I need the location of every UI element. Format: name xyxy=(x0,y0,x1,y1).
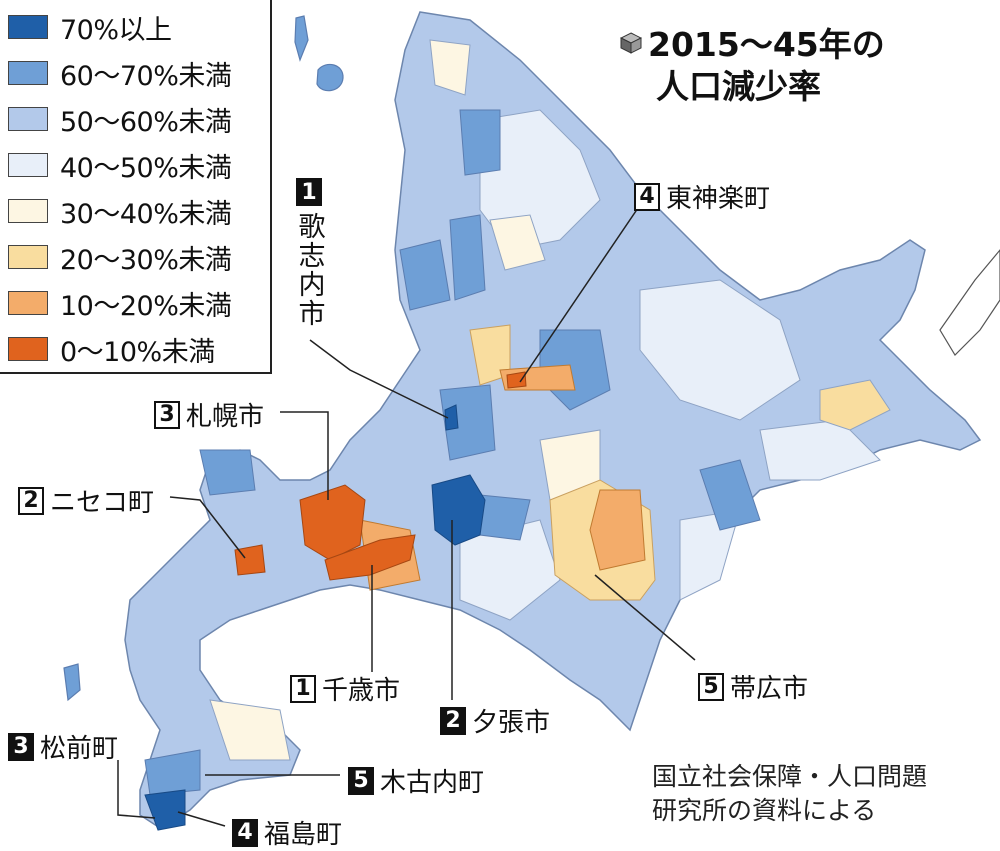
callout-name: 木古内町 xyxy=(380,768,485,798)
callout-yubari: 2 夕張市 xyxy=(440,702,550,739)
region-utashinai xyxy=(444,404,459,431)
legend: 70%以上 60～70%未満 50～60%未満 40～50%未満 30～40%未満 20～… xyxy=(0,0,272,374)
region-southcentral-light xyxy=(459,519,561,621)
callout-name: 千歳市 xyxy=(322,676,401,706)
rank-badge: 3 xyxy=(154,400,180,429)
legend-row: 70%以上 xyxy=(8,4,270,50)
region-mid-blue-7 xyxy=(199,449,256,496)
region-pale-5 xyxy=(819,379,891,431)
leader-utashinai xyxy=(309,339,449,419)
leader-obihiro xyxy=(594,574,696,661)
legend-row: 50～60%未満 xyxy=(8,96,270,142)
callout-name: 帯広市 xyxy=(730,674,809,704)
rank-badge: 4 xyxy=(634,182,660,211)
region-chitose xyxy=(324,534,416,581)
region-pale-4 xyxy=(209,699,291,761)
source-line-1: 国立社会保障・人口問題 xyxy=(652,762,928,791)
legend-swatch xyxy=(8,15,48,39)
legend-label: 40～50%未満 xyxy=(60,152,232,184)
region-mid-blue-6 xyxy=(699,459,761,531)
legend-row: 60～70%未満 xyxy=(8,50,270,96)
legend-swatch xyxy=(8,291,48,315)
region-pale-1 xyxy=(429,39,471,96)
callout-chitose: 1 千歳市 xyxy=(290,670,400,707)
leader-niseko xyxy=(169,496,246,559)
region-sapporo xyxy=(299,484,366,561)
legend-label: 50～60%未満 xyxy=(60,106,232,138)
rank-badge: 2 xyxy=(440,706,466,735)
rank-badge: 5 xyxy=(348,766,374,795)
title-line-2: 人口減少率 xyxy=(656,67,821,106)
rank-badge: 5 xyxy=(698,672,724,701)
legend-swatch xyxy=(8,245,48,269)
callout-name: 福島町 xyxy=(264,820,343,850)
region-mid-blue-2 xyxy=(399,239,451,311)
hokkaido-landmass xyxy=(124,11,982,829)
region-pale-2 xyxy=(489,214,546,271)
legend-swatch xyxy=(8,337,48,361)
rank-badge: 1 xyxy=(290,674,316,703)
legend-label: 30～40%未満 xyxy=(60,198,232,230)
legend-row: 30～40%未満 xyxy=(8,188,270,234)
callout-name: ニセコ町 xyxy=(50,488,155,518)
source-note: 国立社会保障・人口問題 研究所の資料による xyxy=(652,760,927,828)
region-matsumae xyxy=(144,789,186,831)
region-mid-blue-5 xyxy=(439,384,496,461)
region-mid-blue-1 xyxy=(459,109,501,176)
callout-matsumae: 3 松前町 xyxy=(8,728,118,765)
legend-row: 10～20%未満 xyxy=(8,280,270,326)
leader-lines xyxy=(117,204,696,827)
callout-name: 夕張市 xyxy=(472,708,551,738)
source-line-2: 研究所の資料による xyxy=(652,796,877,825)
island-okushiri xyxy=(63,663,81,702)
legend-swatch xyxy=(8,61,48,85)
rank-badge: 2 xyxy=(18,486,44,515)
region-obihiro-area xyxy=(589,489,646,571)
rank-badge: 4 xyxy=(232,818,258,847)
region-mid-blue-3 xyxy=(449,214,486,301)
island-kunashiri xyxy=(939,249,1000,356)
legend-row: 0～10%未満 xyxy=(8,326,270,372)
legend-swatch xyxy=(8,153,48,177)
map-title: 2015～45年の 人口減少率 xyxy=(620,24,885,108)
callout-sapporo: 3 札幌市 xyxy=(154,396,264,433)
callout-name: 東神楽町 xyxy=(666,184,771,214)
region-mid-blue-9 xyxy=(144,749,201,796)
island-rishiri xyxy=(316,63,344,92)
rank-badge: 3 xyxy=(8,732,34,761)
callout-higashikagura: 4 東神楽町 xyxy=(634,178,770,215)
island-rebun xyxy=(294,15,309,62)
legend-row: 20～30%未満 xyxy=(8,234,270,280)
region-niseko xyxy=(234,544,266,576)
region-higashikagura xyxy=(506,371,527,389)
callout-name: 歌志内市 xyxy=(293,212,325,328)
legend-row: 40～50%未満 xyxy=(8,142,270,188)
callout-fukushima: 4 福島町 xyxy=(232,814,342,851)
callout-name: 松前町 xyxy=(40,734,119,764)
legend-swatch xyxy=(8,199,48,223)
legend-swatch xyxy=(8,107,48,131)
leader-fukushima xyxy=(177,811,226,827)
rank-badge: 1 xyxy=(296,178,322,206)
callout-obihiro: 5 帯広市 xyxy=(698,668,808,705)
legend-label: 0～10%未満 xyxy=(60,336,215,368)
callout-name: 札幌市 xyxy=(186,402,265,432)
cube-icon xyxy=(620,32,642,54)
title-line-1: 2015～45年の xyxy=(648,25,885,64)
callout-utashinai: 1 歌志内市 xyxy=(292,178,326,328)
region-yubari xyxy=(431,474,486,546)
region-east-light xyxy=(639,279,801,421)
region-north-light xyxy=(479,109,601,251)
leader-matsumae xyxy=(117,760,156,819)
legend-label: 10～20%未満 xyxy=(60,290,232,322)
legend-label: 70%以上 xyxy=(60,14,172,46)
leader-higashikagura xyxy=(519,204,641,383)
callout-kikonai: 5 木古内町 xyxy=(348,762,484,799)
legend-label: 60～70%未満 xyxy=(60,60,232,92)
leader-sapporo xyxy=(280,411,329,500)
callout-niseko: 2 ニセコ町 xyxy=(18,482,154,519)
legend-label: 20～30%未満 xyxy=(60,244,232,276)
